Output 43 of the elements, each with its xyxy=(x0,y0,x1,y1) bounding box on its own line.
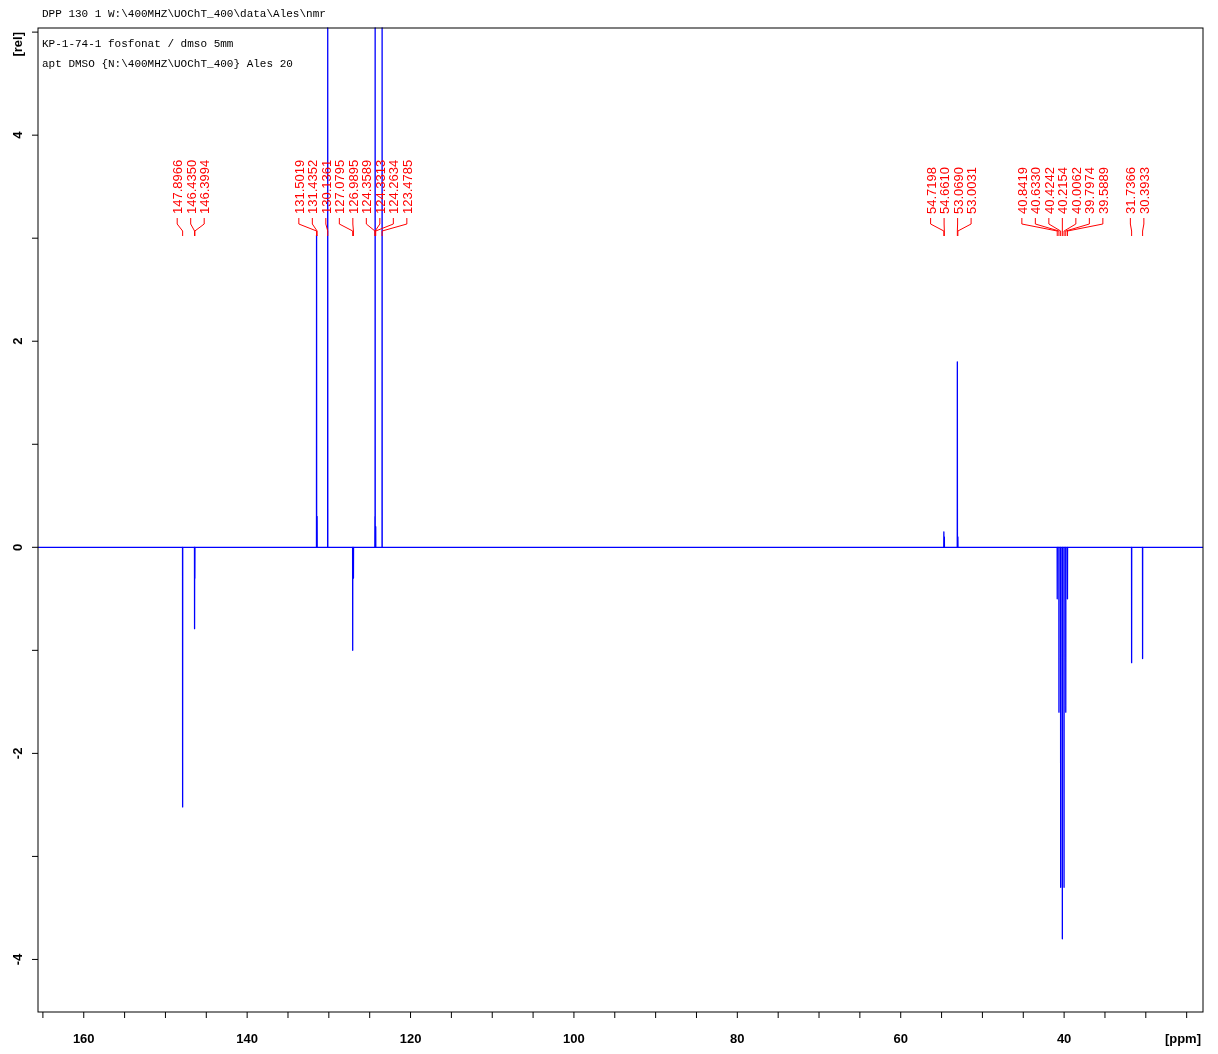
annotation: 146.3994 xyxy=(197,159,213,214)
annotation: 123.4785 xyxy=(399,159,415,214)
annotation: 53.0690 xyxy=(950,167,966,214)
annotation: 54.6610 xyxy=(937,167,953,214)
annotation: 146.4350 xyxy=(183,159,199,214)
y-axis-title: [rel] xyxy=(10,32,25,57)
annotation: 40.0062 xyxy=(1068,167,1084,214)
annotation: 124.2634 xyxy=(386,159,402,214)
x-tick-label: 120 xyxy=(399,1031,422,1046)
annotation: 40.8419 xyxy=(1014,167,1030,214)
x-tick-label: 40 xyxy=(1056,1031,1072,1046)
annotation: 131.4352 xyxy=(305,159,321,214)
text: KP-1-74-1 fosfonat / dmso 5mm xyxy=(42,38,234,50)
x-tick-label: 80 xyxy=(730,1031,745,1046)
annotation: 126.9895 xyxy=(345,159,361,214)
annotation: 124.3589 xyxy=(359,159,375,214)
annotation: 30.3933 xyxy=(1136,167,1152,214)
line-series xyxy=(38,27,1203,940)
annotation: 40.4242 xyxy=(1041,167,1057,214)
annotation: 40.6330 xyxy=(1028,167,1044,214)
annotation: 39.5889 xyxy=(1095,167,1111,214)
y-tick-label: -2 xyxy=(10,747,25,760)
y-tick-label: 2 xyxy=(10,337,25,345)
y-tick-label: 4 xyxy=(10,130,25,139)
x-axis-title: [ppm] xyxy=(1164,1031,1201,1046)
annotation: apt DMSO {N:\400MHZ\UOChT_400} Ales 20 xyxy=(42,58,293,70)
annotation: 124.3313 xyxy=(372,159,388,214)
x-tick-label: 140 xyxy=(236,1031,258,1046)
annotation: 131.5019 xyxy=(291,159,307,214)
annotation: 130.1361 xyxy=(318,159,334,214)
annotation: 54.7198 xyxy=(923,167,939,214)
x-tick-label: 60 xyxy=(893,1031,908,1046)
annotation: 31.7366 xyxy=(1123,167,1139,214)
annotation: 53.0031 xyxy=(964,167,980,214)
x-tick-label: 100 xyxy=(563,1031,585,1046)
annotation: 40.2154 xyxy=(1055,167,1071,214)
chart-title: DPP 130 1 W:\400MHZ\UOChT_400\data\Ales\nmr xyxy=(42,8,326,20)
annotation: 147.8966 xyxy=(170,159,186,214)
y-tick-label: 0 xyxy=(10,543,25,551)
x-tick-label: 160 xyxy=(72,1031,95,1046)
annotation: 39.7974 xyxy=(1082,167,1098,214)
y-tick-label: -4 xyxy=(10,952,25,966)
annotation: 127.0795 xyxy=(332,159,348,214)
